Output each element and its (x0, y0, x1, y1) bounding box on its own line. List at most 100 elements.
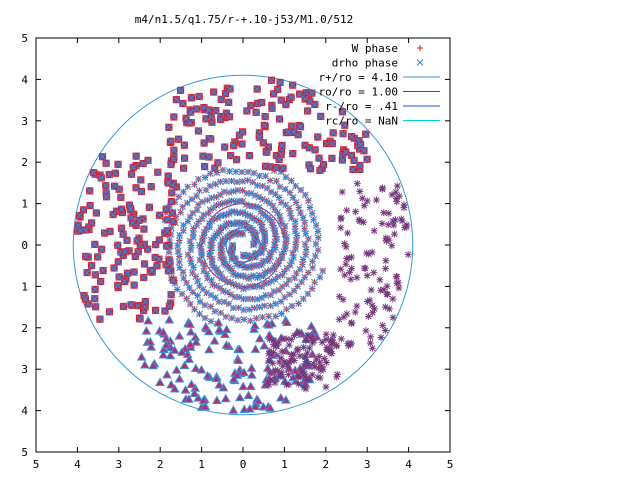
data-point (179, 99, 187, 108)
data-point (91, 271, 99, 279)
data-point (91, 295, 99, 303)
data-point (360, 147, 368, 155)
data-point (210, 88, 218, 96)
data-point (304, 290, 312, 298)
data-point (384, 221, 392, 229)
data-point (341, 121, 349, 129)
data-point (186, 300, 194, 308)
data-point (326, 348, 334, 356)
data-point (174, 373, 185, 383)
data-point (220, 199, 228, 207)
data-point (351, 308, 359, 316)
data-point (184, 354, 195, 363)
data-point (382, 257, 390, 265)
data-point (191, 337, 202, 346)
data-point (209, 281, 217, 289)
data-point (165, 350, 176, 360)
data-point (274, 273, 282, 280)
data-point (222, 177, 230, 185)
data-point (285, 341, 293, 349)
data-point (86, 201, 94, 210)
data-point (314, 246, 322, 254)
data-point (269, 359, 277, 367)
data-point (395, 284, 403, 292)
data-point (365, 312, 373, 320)
data-point (183, 295, 191, 303)
data-point (198, 395, 209, 405)
data-point (376, 276, 384, 284)
x-tick-label: 2 (157, 458, 164, 471)
data-point (171, 365, 182, 374)
data-point (282, 173, 290, 181)
data-point (196, 298, 204, 306)
data-point (353, 274, 361, 282)
data-point (189, 233, 197, 241)
data-point (244, 404, 255, 413)
data-point (139, 360, 150, 369)
data-point (282, 317, 292, 327)
data-point (183, 199, 191, 207)
data-point (389, 314, 397, 322)
data-point (385, 305, 393, 313)
data-point (346, 268, 354, 276)
data-point (318, 362, 326, 370)
data-point (169, 345, 180, 354)
data-point (195, 92, 203, 101)
data-point (187, 94, 196, 102)
data-point (165, 248, 173, 256)
data-point (250, 344, 261, 353)
x-tick-label: 1 (198, 458, 205, 471)
data-point (217, 270, 225, 278)
data-point (232, 370, 243, 379)
x-tick-label: 4 (405, 458, 412, 471)
data-point (203, 326, 214, 336)
data-point (245, 306, 253, 313)
data-point (292, 182, 300, 190)
data-point (271, 261, 279, 269)
data-point (98, 245, 106, 253)
data-point (370, 227, 378, 235)
data-point (169, 276, 177, 284)
data-point (319, 267, 327, 275)
data-point (213, 265, 221, 273)
y-tick-label: 1 (21, 280, 28, 293)
data-point (82, 252, 90, 261)
data-point (175, 253, 183, 260)
data-point (302, 246, 310, 253)
data-point (279, 164, 287, 172)
data-point (221, 340, 232, 349)
legend-label: W phase (352, 42, 398, 55)
data-point (270, 287, 278, 295)
data-point (306, 165, 315, 173)
data-point (200, 139, 208, 147)
data-point (367, 286, 375, 294)
data-point (367, 333, 375, 341)
data-point (153, 262, 161, 270)
data-point (262, 162, 270, 170)
x-tick-label: 2 (322, 458, 329, 471)
data-point (132, 152, 140, 160)
data-point (273, 351, 281, 359)
data-point (282, 381, 290, 389)
data-point (347, 133, 356, 141)
data-point (175, 237, 183, 244)
data-point (194, 201, 202, 209)
data-point (356, 187, 364, 195)
data-point (219, 287, 227, 295)
data-point (105, 308, 114, 316)
data-point (217, 95, 225, 103)
data-point (286, 209, 294, 217)
data-point (244, 168, 252, 176)
data-point (127, 170, 136, 178)
data-point (240, 306, 248, 314)
data-point (278, 141, 286, 150)
data-point (258, 98, 266, 107)
data-point (401, 224, 409, 232)
data-point (366, 339, 374, 347)
data-point (228, 374, 239, 383)
data-point (161, 340, 172, 349)
data-point (102, 159, 110, 167)
data-point (117, 224, 126, 232)
